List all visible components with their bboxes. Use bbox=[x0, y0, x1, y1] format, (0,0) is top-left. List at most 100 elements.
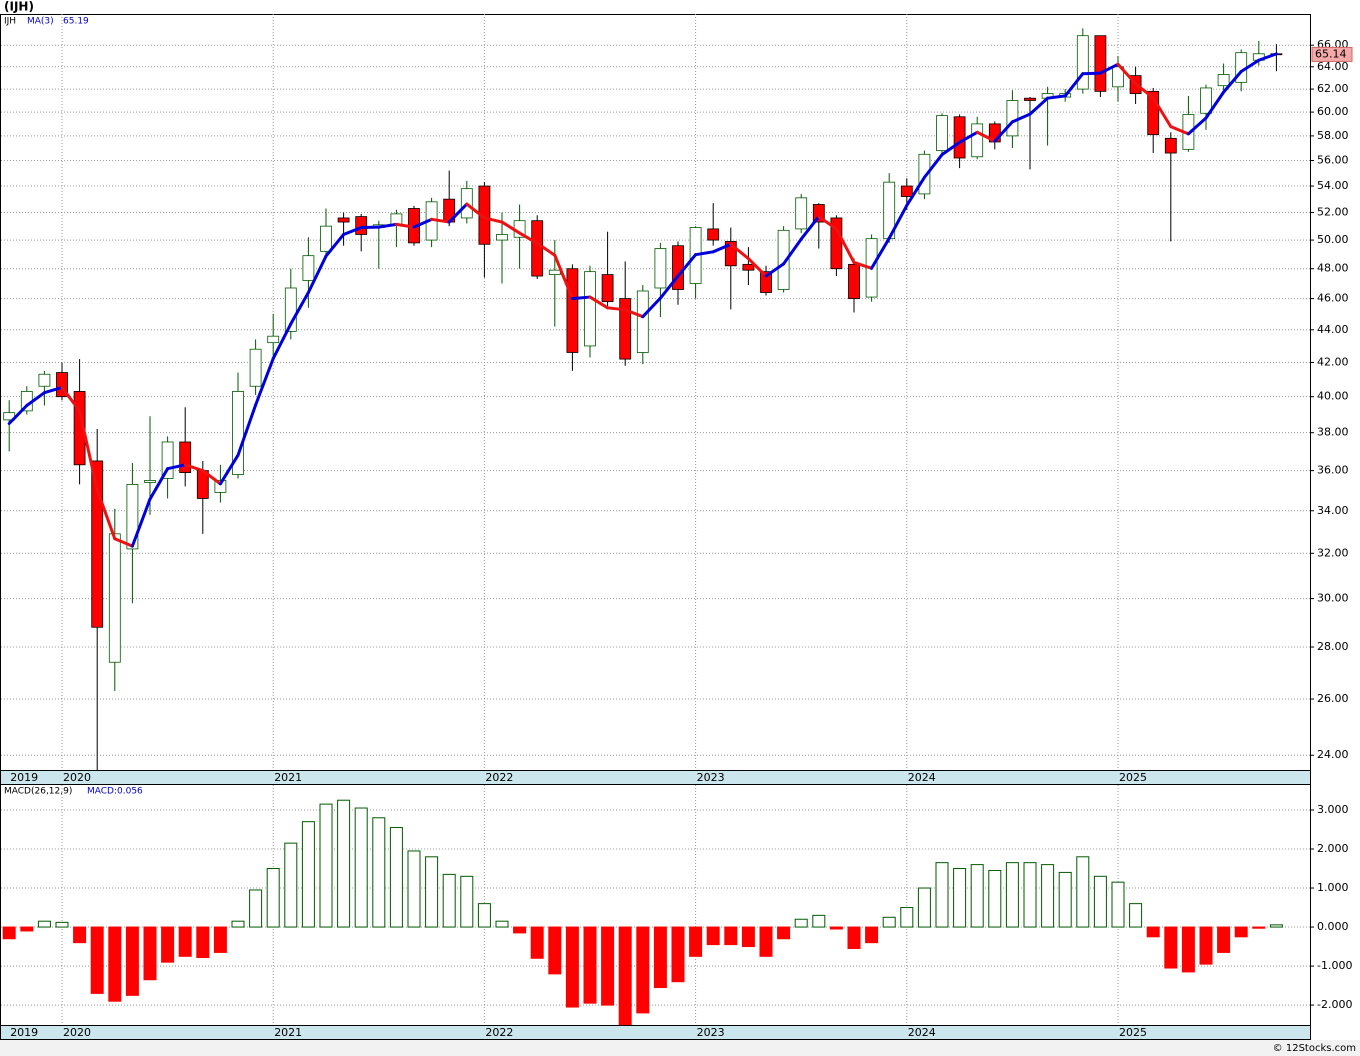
ma-line bbox=[60, 385, 82, 413]
y-tick-label: 56.00 bbox=[1317, 154, 1349, 167]
y-tick-label: 48.00 bbox=[1317, 262, 1349, 275]
y-tick-label: 44.00 bbox=[1317, 323, 1349, 336]
ma-line bbox=[1239, 58, 1261, 74]
ma-line bbox=[641, 296, 662, 319]
y-tick-label: 28.00 bbox=[1317, 640, 1349, 653]
macd-bar bbox=[794, 918, 808, 928]
ma-line bbox=[1116, 62, 1138, 86]
candle-body bbox=[1006, 100, 1019, 137]
ma-line bbox=[1204, 90, 1226, 120]
ma-line bbox=[676, 253, 698, 278]
x-tick-label: 2021 bbox=[274, 1026, 302, 1039]
macd-bar bbox=[917, 887, 931, 928]
macd-title: MACD(26,12,9) bbox=[4, 787, 72, 797]
ma-line bbox=[113, 537, 134, 548]
last-price: 65.14 bbox=[1315, 47, 1347, 60]
macd-bar bbox=[935, 862, 949, 928]
macd-bar bbox=[1005, 862, 1019, 928]
y-tick-label: 3.000 bbox=[1317, 803, 1349, 816]
macd-bar bbox=[759, 926, 773, 957]
macd-bar bbox=[460, 875, 474, 928]
candle-body bbox=[73, 391, 86, 466]
y-tick-label: 26.00 bbox=[1317, 692, 1349, 705]
ma-line bbox=[553, 253, 574, 301]
y-tick-label: 32.00 bbox=[1317, 546, 1349, 559]
ma-line bbox=[694, 250, 715, 257]
macd-bar bbox=[1164, 926, 1178, 969]
macd-bar bbox=[354, 807, 368, 928]
ma-line bbox=[218, 453, 240, 486]
macd-bar bbox=[55, 921, 69, 928]
ma-line bbox=[1081, 71, 1102, 76]
ma-line bbox=[922, 153, 944, 179]
macd-bar bbox=[1269, 924, 1283, 928]
macd-bar bbox=[1076, 856, 1090, 928]
ma-line bbox=[993, 120, 1014, 143]
ma-line bbox=[658, 274, 680, 300]
macd-bar bbox=[1146, 926, 1160, 938]
ma-line bbox=[42, 385, 64, 395]
last-price-box bbox=[1311, 46, 1353, 62]
macd-bar bbox=[601, 926, 615, 1006]
x-tick-label: 2023 bbox=[697, 771, 725, 784]
candle-body bbox=[619, 298, 632, 360]
x-tick-label: 2022 bbox=[485, 771, 513, 784]
candle-body bbox=[320, 225, 332, 252]
x-tick-label: 2022 bbox=[485, 1026, 513, 1039]
ma-line bbox=[412, 217, 434, 229]
ma-line bbox=[782, 237, 803, 266]
ma-value: 65.19 bbox=[63, 17, 89, 27]
ma-line bbox=[1010, 112, 1032, 124]
x-tick-label: 2025 bbox=[1119, 1026, 1147, 1039]
macd-bar bbox=[1217, 926, 1231, 953]
ma-line bbox=[746, 257, 768, 278]
candle-body bbox=[284, 287, 297, 332]
macd-bar bbox=[442, 873, 456, 928]
macd-bar bbox=[337, 799, 351, 928]
macd-bar bbox=[1252, 926, 1266, 929]
macd-bar bbox=[1129, 903, 1143, 928]
x-tick-label: 2019 bbox=[10, 771, 38, 784]
ma-line bbox=[588, 295, 610, 310]
ma-line bbox=[1257, 52, 1278, 62]
ma-line bbox=[95, 488, 117, 541]
candle-body bbox=[636, 290, 649, 353]
candle-body bbox=[214, 480, 227, 493]
macd-bar bbox=[636, 926, 650, 1014]
ma-line bbox=[764, 262, 786, 278]
candle-body bbox=[355, 216, 368, 235]
macd-bar bbox=[583, 926, 597, 1004]
macd-bar bbox=[618, 926, 632, 1026]
y-tick-label: 54.00 bbox=[1317, 179, 1349, 192]
ma-line bbox=[500, 220, 522, 235]
candle-body bbox=[1024, 97, 1036, 101]
y-tick-label: 40.00 bbox=[1317, 390, 1349, 403]
macd-bar bbox=[530, 926, 544, 959]
macd-bar bbox=[953, 868, 967, 928]
candle-body bbox=[848, 263, 860, 299]
candle-body bbox=[1217, 74, 1230, 87]
ma-line bbox=[570, 295, 592, 301]
candle-body bbox=[267, 335, 280, 344]
candle-body bbox=[812, 204, 825, 223]
macd-bar bbox=[2, 926, 16, 940]
y-tick-label: 62.00 bbox=[1317, 82, 1349, 95]
y-tick-label: 1.000 bbox=[1317, 881, 1349, 894]
candle-body bbox=[918, 153, 931, 195]
candle-body bbox=[742, 263, 755, 271]
macd-bar bbox=[724, 926, 738, 946]
candle-body bbox=[900, 185, 913, 197]
candle-body bbox=[654, 248, 667, 289]
candle-body bbox=[566, 268, 579, 353]
macd-bar bbox=[73, 926, 87, 944]
ma-line bbox=[1134, 82, 1155, 100]
y-tick-label: 46.00 bbox=[1317, 292, 1349, 305]
macd-bar bbox=[1181, 926, 1195, 973]
macd-bar bbox=[513, 926, 527, 934]
ma-line bbox=[887, 203, 909, 240]
ma-line bbox=[1028, 96, 1050, 116]
ma-line bbox=[130, 497, 152, 548]
macd-bar bbox=[653, 926, 667, 989]
